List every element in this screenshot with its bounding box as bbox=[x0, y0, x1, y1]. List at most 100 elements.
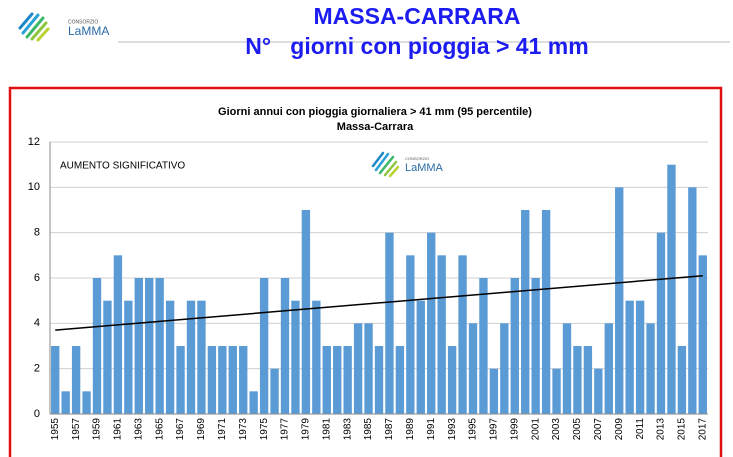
bar bbox=[218, 346, 227, 414]
header-logo: CONSORZIO LaMMA bbox=[18, 12, 109, 42]
bar bbox=[447, 346, 457, 414]
bar bbox=[395, 346, 405, 414]
x-tick-label: 1983 bbox=[342, 418, 353, 441]
bar bbox=[364, 323, 373, 414]
x-tick-label: 2005 bbox=[572, 418, 583, 441]
chart-title: Giorni annui con pioggia giornaliera > 4… bbox=[218, 106, 532, 118]
x-tick-label: 1971 bbox=[217, 418, 228, 441]
x-tick-label: 1999 bbox=[509, 418, 520, 441]
x-tick-label: 1989 bbox=[405, 418, 416, 441]
bar bbox=[594, 368, 603, 414]
bar bbox=[646, 323, 655, 414]
bar bbox=[562, 323, 572, 414]
bar bbox=[301, 210, 311, 414]
bar bbox=[228, 346, 237, 414]
bar bbox=[176, 346, 185, 414]
bar bbox=[103, 300, 112, 414]
x-tick-label: 2001 bbox=[530, 418, 541, 441]
bar bbox=[604, 323, 613, 414]
bar bbox=[677, 346, 687, 414]
bar bbox=[312, 300, 321, 414]
bar bbox=[333, 346, 342, 414]
x-tick-label: 1995 bbox=[468, 418, 479, 441]
bar bbox=[489, 368, 499, 414]
bar bbox=[124, 300, 133, 414]
x-tick-label: 1973 bbox=[238, 418, 249, 441]
bar bbox=[374, 346, 384, 414]
bar bbox=[82, 391, 91, 414]
bar bbox=[479, 278, 488, 414]
y-tick-label: 2 bbox=[34, 363, 40, 375]
bar bbox=[510, 278, 519, 414]
bar bbox=[92, 278, 102, 414]
bar bbox=[698, 255, 707, 414]
bar bbox=[416, 300, 425, 414]
x-tick-label: 1985 bbox=[363, 418, 374, 441]
x-tick-label: 2017 bbox=[697, 418, 708, 441]
logo-text: LaMMA bbox=[68, 24, 109, 38]
bar bbox=[155, 278, 164, 414]
bar bbox=[343, 346, 352, 414]
bar bbox=[280, 278, 290, 414]
x-tick-label: 2015 bbox=[677, 418, 688, 441]
bar bbox=[615, 187, 624, 414]
watermark-text: LaMMA bbox=[405, 162, 444, 174]
logo-small-text: CONSORZIO bbox=[68, 19, 98, 25]
bar bbox=[688, 187, 697, 414]
bar bbox=[165, 300, 175, 414]
bar bbox=[427, 232, 436, 414]
bar bbox=[406, 255, 415, 414]
y-tick-label: 0 bbox=[34, 408, 40, 420]
x-tick-label: 1979 bbox=[301, 418, 312, 441]
bar bbox=[291, 300, 300, 414]
bar bbox=[458, 255, 467, 414]
bar bbox=[625, 300, 634, 414]
bar bbox=[239, 346, 248, 414]
x-tick-label: 1997 bbox=[489, 418, 500, 441]
bar bbox=[259, 278, 269, 414]
header-subtitle: N° giorni con pioggia > 41 mm bbox=[245, 33, 588, 59]
y-tick-label: 12 bbox=[28, 136, 40, 148]
bar bbox=[186, 300, 196, 414]
bar bbox=[531, 278, 540, 414]
bar bbox=[573, 346, 582, 414]
bar bbox=[667, 164, 676, 414]
chart-subtitle: Massa-Carrara bbox=[337, 121, 414, 133]
x-tick-label: 1977 bbox=[280, 418, 291, 441]
bar bbox=[656, 232, 666, 414]
bar bbox=[541, 210, 551, 414]
y-tick-label: 4 bbox=[34, 317, 40, 329]
bar bbox=[437, 255, 446, 414]
x-tick-label: 2013 bbox=[656, 418, 667, 441]
bar bbox=[353, 323, 363, 414]
x-tick-label: 1981 bbox=[321, 418, 332, 441]
bar bbox=[71, 346, 81, 414]
x-tick-label: 1969 bbox=[196, 418, 207, 441]
y-tick-label: 8 bbox=[34, 227, 40, 239]
bar bbox=[500, 323, 509, 414]
bar bbox=[583, 346, 593, 414]
x-tick-label: 1965 bbox=[154, 418, 165, 441]
header-title: MASSA-CARRARA bbox=[314, 3, 521, 29]
bar bbox=[468, 323, 478, 414]
annotation: AUMENTO SIGNIFICATIVO bbox=[60, 161, 185, 172]
watermark-logo: CONSORZIO LaMMA bbox=[371, 151, 444, 178]
x-tick-label: 2011 bbox=[635, 418, 646, 440]
bar bbox=[134, 278, 143, 414]
x-tick-label: 1991 bbox=[426, 418, 437, 441]
bar bbox=[385, 232, 394, 414]
x-tick-label: 2009 bbox=[614, 418, 625, 441]
y-tick-label: 6 bbox=[34, 272, 40, 284]
x-tick-label: 1975 bbox=[259, 418, 270, 441]
x-tick-label: 1955 bbox=[50, 418, 61, 441]
bar bbox=[270, 368, 279, 414]
bar bbox=[197, 300, 206, 414]
x-tick-label: 1987 bbox=[384, 418, 395, 441]
x-tick-label: 1959 bbox=[92, 418, 103, 441]
x-tick-label: 1963 bbox=[133, 418, 144, 441]
x-tick-label: 1993 bbox=[447, 418, 458, 441]
x-tick-label: 1957 bbox=[71, 418, 82, 441]
bar bbox=[207, 346, 217, 414]
